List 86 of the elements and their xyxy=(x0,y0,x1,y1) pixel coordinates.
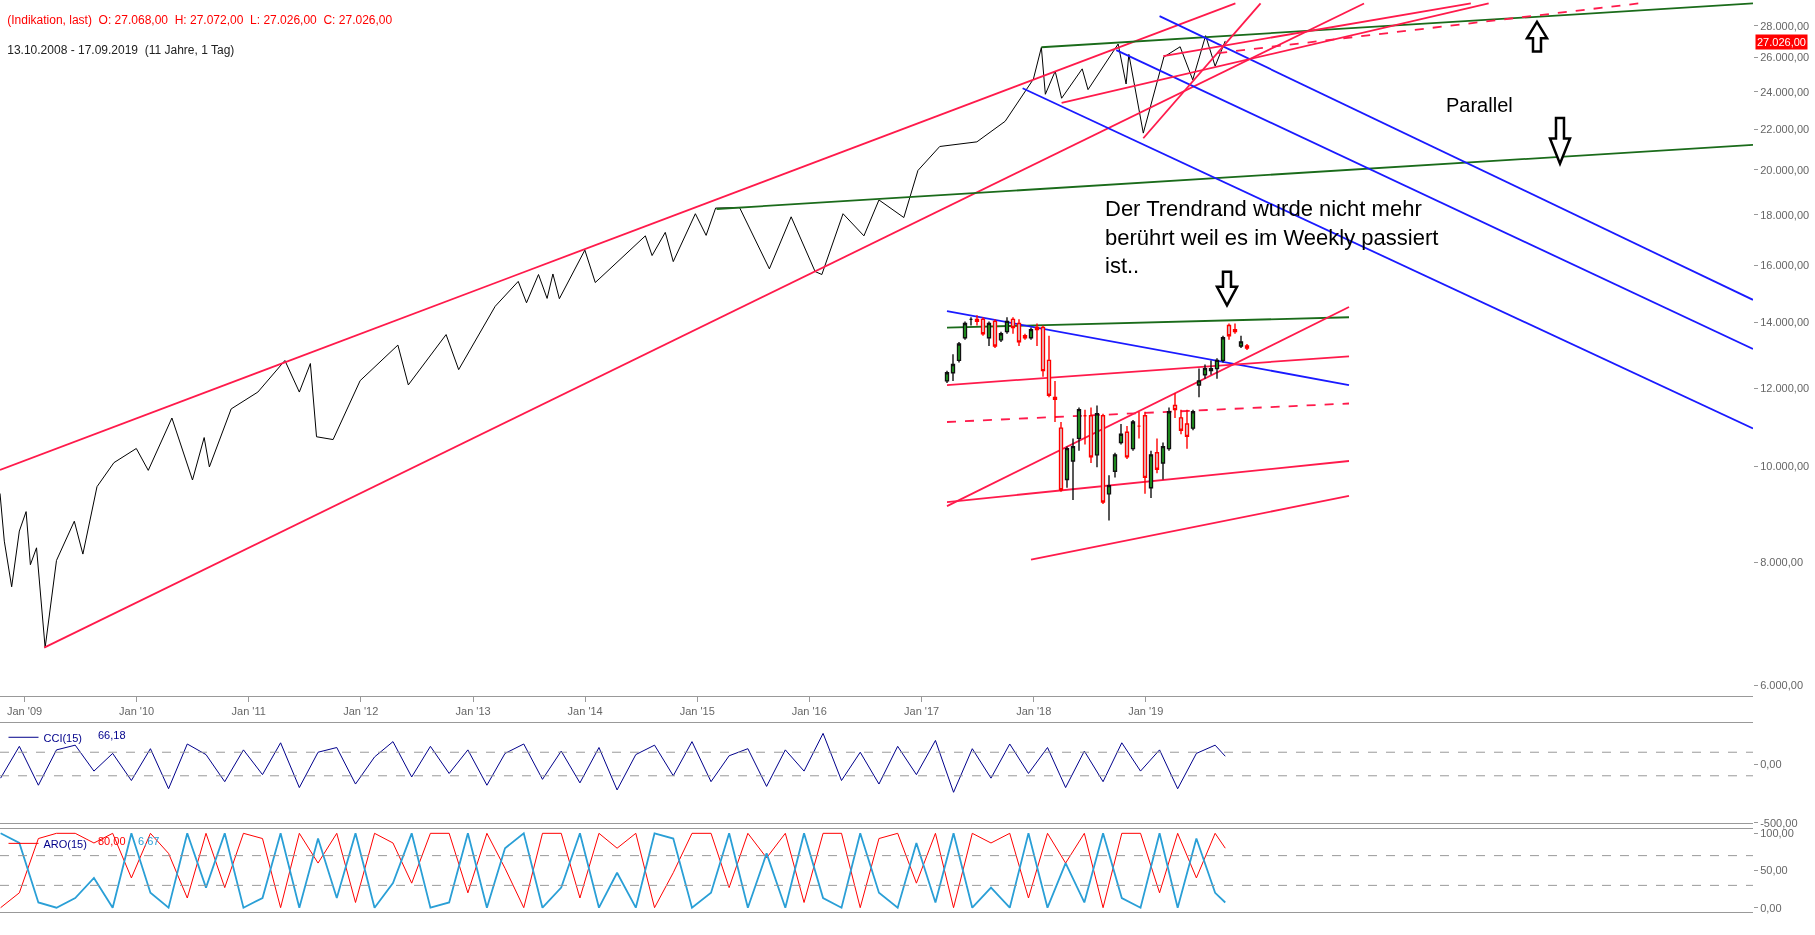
x-tick-label: Jan '19 xyxy=(1128,705,1164,718)
candlestick xyxy=(1052,380,1058,423)
candlestick xyxy=(1178,408,1184,435)
candlestick xyxy=(1016,318,1022,347)
annotation: 66,18 xyxy=(98,729,126,741)
x-tick-label: Jan '17 xyxy=(904,705,940,718)
line-series xyxy=(0,732,1226,793)
annotation: Parallel xyxy=(1446,94,1513,116)
candlestick xyxy=(1154,437,1160,475)
x-tick-label: Jan '09 xyxy=(6,705,43,718)
candlestick xyxy=(1244,343,1250,351)
y-tick-label: 50,00 xyxy=(1760,864,1788,877)
y-tick-label: 0,00 xyxy=(1760,757,1782,770)
x-tick-label: Jan '10 xyxy=(119,705,155,718)
candlestick xyxy=(1106,474,1112,522)
y-tick-label: 24.000,00 xyxy=(1760,85,1810,98)
x-tick-label: Jan '15 xyxy=(679,705,715,718)
y-tick-label: -500,00 xyxy=(1760,816,1798,829)
y-tick-label: 18.000,00 xyxy=(1760,208,1810,221)
candlestick xyxy=(1094,404,1100,468)
candlestick xyxy=(1118,423,1124,446)
candlestick xyxy=(1196,367,1202,399)
candlestick xyxy=(1148,450,1154,499)
candlestick xyxy=(1028,326,1034,341)
text: 13.10.2008 - 17.09.2019 (11 Jahre, 1 Tag) xyxy=(7,43,235,58)
candlestick xyxy=(974,314,980,327)
y-tick-label: 22.000,00 xyxy=(1760,122,1810,135)
candlestick xyxy=(1022,333,1028,341)
legend-label: ARO(15) xyxy=(43,837,87,850)
candlestick xyxy=(962,320,968,341)
candlestick xyxy=(1238,335,1244,349)
candlestick xyxy=(1220,335,1226,364)
candlestick xyxy=(956,341,962,364)
candlestick xyxy=(1208,359,1214,376)
candlestick xyxy=(1226,322,1232,341)
candlestick xyxy=(1184,408,1190,450)
x-tick-label: Jan '13 xyxy=(455,705,491,718)
candlestick xyxy=(1124,425,1130,460)
candlestick xyxy=(1034,322,1040,347)
candlestick xyxy=(980,316,986,337)
y-tick-label: 28.000,00 xyxy=(1760,19,1810,32)
candlestick xyxy=(1202,363,1208,380)
x-tick-label: Jan '11 xyxy=(231,705,266,718)
text: (Indikation, last) O: 27.068,00 H: 27.072,00 L: 27.026,00 C: 27.026,00 xyxy=(7,12,393,27)
candlestick xyxy=(1070,437,1076,501)
candlestick xyxy=(1172,392,1178,419)
y-tick-label: 14.000,00 xyxy=(1760,316,1810,329)
candlestick xyxy=(1082,408,1088,446)
y-tick-label: 10.000,00 xyxy=(1760,460,1810,473)
candlestick xyxy=(1064,445,1070,489)
y-tick-label: 0,00 xyxy=(1760,901,1782,914)
candlestick xyxy=(944,369,950,384)
candlestick xyxy=(1010,316,1016,335)
candlestick xyxy=(1142,411,1148,495)
candlestick xyxy=(1100,413,1106,505)
y-tick-label: 16.000,00 xyxy=(1760,259,1810,272)
candlestick xyxy=(1088,406,1094,464)
candlestick xyxy=(1058,421,1064,493)
y-tick-label: 12.000,00 xyxy=(1760,382,1810,395)
x-tick-label: Jan '12 xyxy=(343,705,379,718)
candlestick xyxy=(1214,357,1220,380)
candlestick xyxy=(1004,316,1010,335)
candlestick xyxy=(950,353,956,382)
candlestick xyxy=(1076,406,1082,452)
x-tick-label: Jan '18 xyxy=(1016,705,1052,718)
candlestick xyxy=(1040,324,1046,378)
candlestick xyxy=(986,320,992,347)
y-tick-label: 20.000,00 xyxy=(1760,163,1810,176)
y-tick-label: 26.000,00 xyxy=(1760,51,1810,64)
candlestick xyxy=(1160,441,1166,481)
candlestick xyxy=(1166,406,1172,452)
x-tick-label: Jan '14 xyxy=(567,705,603,718)
text: 27.026,00 xyxy=(1757,36,1806,48)
legend-label: CCI(15) xyxy=(43,731,83,744)
candlestick xyxy=(1112,452,1118,479)
candlestick xyxy=(1130,419,1136,452)
candlestick xyxy=(1136,411,1142,440)
candlestick xyxy=(1046,335,1052,399)
candlestick xyxy=(1190,408,1196,431)
candlestick xyxy=(992,318,998,349)
x-tick-label: Jan '16 xyxy=(791,705,827,718)
y-tick-label: 6.000,00 xyxy=(1760,679,1804,692)
y-tick-label: 8.000,00 xyxy=(1760,555,1804,568)
candlestick xyxy=(1232,322,1238,335)
y-tick-label: 100,00 xyxy=(1760,827,1794,840)
candlestick xyxy=(998,330,1004,343)
